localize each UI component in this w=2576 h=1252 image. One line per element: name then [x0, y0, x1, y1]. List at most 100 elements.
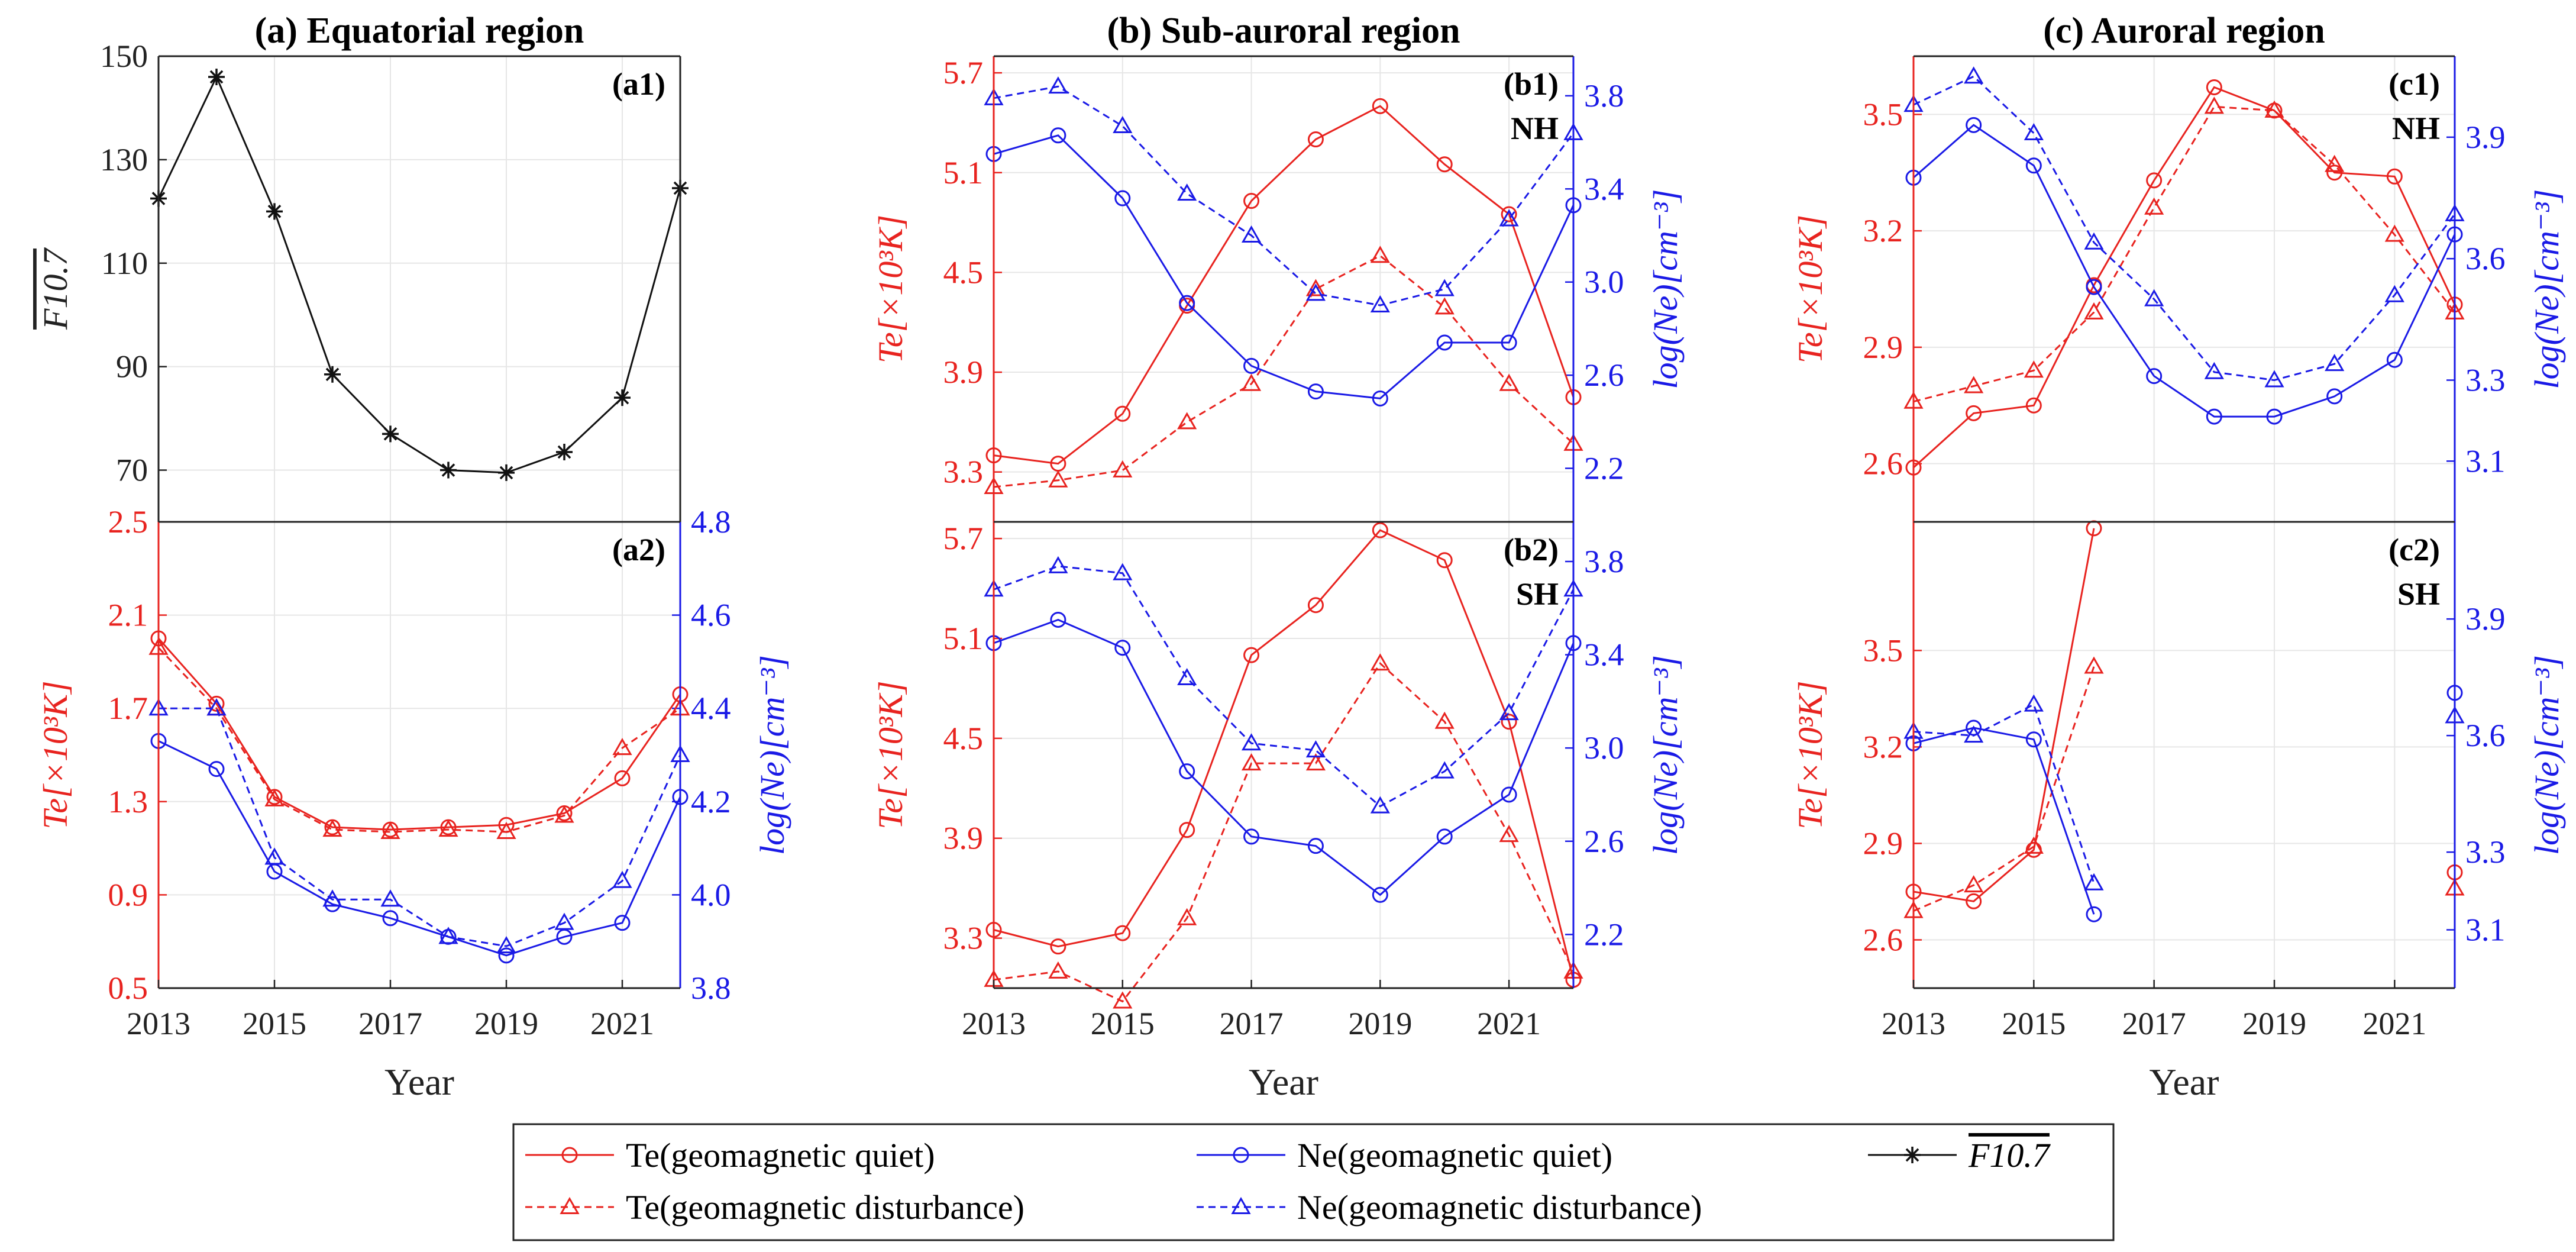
data-point — [1048, 76, 1068, 94]
data-point — [1243, 647, 1260, 663]
series-line — [993, 565, 1575, 808]
x-axis-label: Year — [384, 1061, 454, 1103]
data-point — [2084, 656, 2104, 674]
data-point — [2024, 360, 2044, 378]
data-point — [1370, 295, 1390, 313]
data-point — [1305, 740, 1326, 758]
data-point — [2086, 520, 2102, 537]
data-point — [612, 738, 632, 756]
data-point — [1114, 925, 1131, 941]
data-point — [496, 936, 516, 954]
x-tick-label: 2013 — [962, 1006, 1026, 1041]
data-point — [1372, 98, 1388, 114]
y-tick-label-left: 110 — [101, 246, 148, 281]
legend-item: F10.7 — [1868, 1136, 2051, 1174]
panel-top: 70 90 110 130 150 F10.7 (a1) — [36, 38, 689, 523]
data-point — [266, 203, 283, 220]
data-point — [322, 819, 342, 837]
y-tick-label-left: 5.7 — [943, 521, 984, 556]
data-point — [2146, 368, 2163, 385]
data-point — [1305, 283, 1326, 301]
y-tick-label-right: 3.9 — [2465, 601, 2506, 637]
data-point — [554, 805, 574, 823]
y-tick-label-right: 3.6 — [2465, 718, 2506, 753]
data-point — [1179, 822, 1195, 838]
data-point — [2384, 285, 2404, 302]
y-tick-label-right: 2.2 — [1584, 917, 1624, 952]
data-point — [324, 366, 341, 383]
y-tick-label-left: 2.9 — [1863, 825, 1903, 861]
data-point — [614, 389, 631, 406]
y-tick-label-left: 5.1 — [943, 621, 984, 656]
series-line — [1913, 528, 2095, 902]
panel-tag: (a1) — [612, 66, 665, 102]
x-tick-label: 2017 — [358, 1006, 422, 1041]
y-tick-label-left: 2.6 — [1863, 446, 1903, 482]
y-tick-label-left: 3.9 — [943, 354, 984, 390]
y-tick-label-left: 90 — [116, 349, 148, 385]
data-point — [1436, 156, 1453, 173]
y-tick-label-left: 3.9 — [943, 821, 984, 856]
data-point — [1305, 753, 1326, 771]
x-tick-label: 2017 — [2122, 1006, 2186, 1041]
panel-bottom: 2.6 2.9 3.2 3.5 3.1 3.3 3.6 3.9 Te[×10³K] log(Ne)… — [1791, 520, 2566, 989]
y-tick-label-left: 150 — [100, 38, 148, 74]
x-tick-label: 2017 — [1220, 1006, 1284, 1041]
series-group — [984, 522, 1583, 1009]
data-point — [1114, 640, 1131, 656]
data-point — [2386, 168, 2403, 185]
series-line — [993, 105, 1575, 465]
data-point — [2084, 873, 2104, 890]
legend-marker — [560, 1196, 580, 1214]
x-tick-label: 2021 — [590, 1006, 654, 1041]
series-group — [984, 76, 1583, 494]
data-point — [1114, 190, 1131, 206]
data-point — [498, 947, 515, 964]
data-point — [1307, 838, 1324, 854]
y-tick-label-right: 3.4 — [1584, 171, 1624, 206]
y-axis-label-right: log(Ne)[cm⁻³] — [753, 655, 791, 855]
data-point — [382, 910, 399, 927]
data-point — [1501, 206, 1517, 222]
y-tick-label-right: 2.2 — [1584, 450, 1624, 486]
data-point — [1113, 116, 1133, 134]
legend-label: F10.7 — [1968, 1136, 2051, 1174]
y-tick-label-left: 130 — [100, 142, 148, 178]
x-axis-label: Year — [1249, 1061, 1318, 1103]
data-point — [1372, 390, 1388, 406]
data-point — [380, 889, 400, 907]
y-tick-label-left: 3.5 — [1863, 633, 1903, 668]
data-point — [1370, 246, 1390, 263]
data-point — [1179, 295, 1195, 311]
x-axis-label: Year — [2150, 1061, 2219, 1103]
y-tick-label-right: 3.0 — [1584, 264, 1624, 300]
data-point — [1370, 796, 1390, 814]
legend-marker — [1231, 1196, 1251, 1214]
series-line — [1913, 666, 2095, 912]
data-point — [1048, 470, 1068, 488]
series-line — [1913, 75, 2456, 382]
x-tick-label: 2019 — [2242, 1006, 2306, 1041]
data-point — [1964, 875, 1984, 893]
data-point — [2206, 79, 2222, 95]
y-tick-label-left: 5.7 — [943, 55, 984, 91]
y-tick-label-left: 0.5 — [108, 970, 148, 1006]
hemisphere-label: SH — [1516, 576, 1559, 612]
series-line — [1913, 105, 2456, 403]
panel-tag: (a2) — [612, 532, 665, 567]
data-point — [1966, 893, 1982, 909]
legend-marker — [561, 1147, 578, 1163]
y-tick-label-left: 70 — [116, 453, 148, 488]
y-axis-label-left: Te[×10³K] — [1791, 680, 1830, 829]
chart-title: (a) Equatorial region — [255, 11, 584, 51]
data-point — [1243, 357, 1260, 374]
data-point — [208, 761, 225, 777]
data-point — [1372, 522, 1388, 538]
data-point — [1966, 405, 1982, 421]
data-point — [2264, 100, 2284, 118]
chart-a: (a) Equatorial region 70 90 110 130 150 F10.7 (… — [36, 11, 791, 1103]
data-point — [1501, 786, 1517, 803]
y-axis-label-left: Te[×10³K] — [871, 680, 910, 829]
data-point — [380, 821, 400, 840]
data-point — [2325, 154, 2345, 172]
